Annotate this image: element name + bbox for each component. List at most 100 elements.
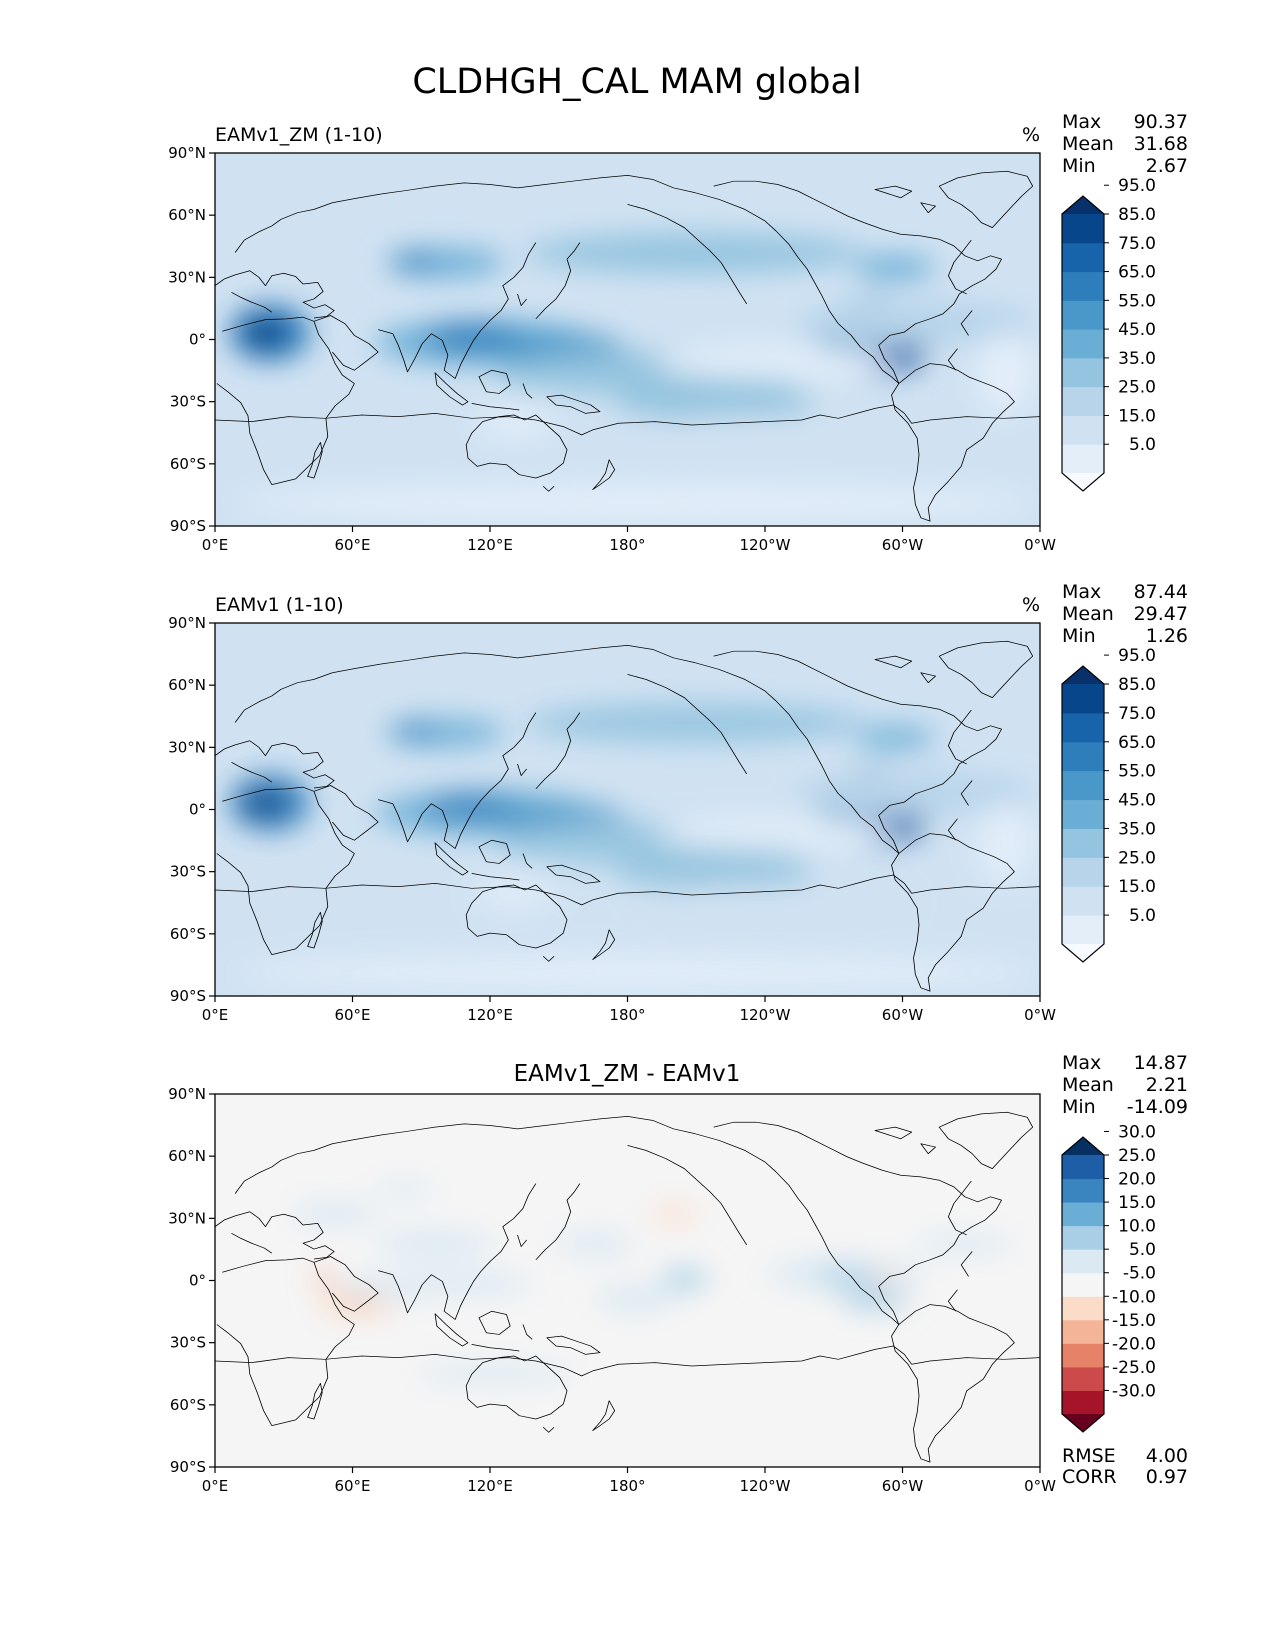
panel-1-colorbar-swatch (1062, 415, 1104, 445)
panel-2-y-tick-label: 30°N (168, 738, 206, 756)
panel-1-x-tick-label: 60°E (334, 536, 370, 554)
panel-3-stat-value: -14.09 (1127, 1096, 1188, 1118)
panel-3-title: EAMv1_ZM - EAMv1 (514, 1061, 741, 1087)
panel-2-colorbar-label: 75.0 (1118, 704, 1156, 724)
panel-2-stat-label: Min (1062, 625, 1096, 647)
panel-3-y-tick-label: 60°N (168, 1147, 206, 1165)
panel-1-x-tick-label: 60°W (882, 536, 924, 554)
panel-3-metrics: RMSE 4.00 CORR 0.97 (1062, 1445, 1188, 1488)
panel-2: EAMv1 (1-10) % 0°E 60°E 120°E 180° 120°W 60°W… (168, 581, 1188, 1024)
panel-3-stat-value: 14.87 (1134, 1052, 1188, 1074)
panel-2-stat-value: 87.44 (1134, 581, 1188, 603)
panel-3-colorbar-label: 30.0 (1118, 1122, 1156, 1142)
panel-3-y-tick-label: 90°N (168, 1085, 206, 1103)
panel-1-x-tick-label: 180° (609, 536, 645, 554)
panel-1-y-tick-label: 30°S (170, 393, 206, 411)
panel-1-colorbar-label: 95.0 (1118, 176, 1156, 196)
panel-1-colorbar: 5.0 15.0 25.0 35.0 45.0 55.0 65.0 75.0 85.0 95.0 (1061, 176, 1156, 492)
panel-3-colorbar-label: 15.0 (1118, 1193, 1156, 1213)
panel-3-colorbar-label: 25.0 (1118, 1146, 1156, 1166)
panel-1-y-tick-label: 60°N (168, 206, 206, 224)
panel-2-colorbar-swatch (1062, 770, 1104, 801)
panel-3-colorbar-max-extend (1062, 1137, 1104, 1155)
panel-3: EAMv1_ZM - EAMv1 0°E 60°E 120°E 180° 120°W 60… (168, 1052, 1188, 1495)
panel-2-colorbar-label: 25.0 (1118, 848, 1156, 868)
panel-2-y-axis: 90°N 60°N 30°N 0° 30°S 60°S 90°S (168, 614, 215, 1005)
panel-2-colorbar-swatch (1062, 857, 1104, 887)
panel-1-colorbar-label: 15.0 (1118, 406, 1156, 426)
panel-1-colorbar-outline (1061, 195, 1105, 492)
panel-1-x-tick-label: 0°E (202, 536, 229, 554)
panel-2-colorbar-max-extend (1062, 666, 1104, 684)
panel-3-metric-label: CORR (1062, 1466, 1117, 1488)
panel-3-x-tick-label: 180° (609, 1477, 645, 1495)
panel-3-colorbar-label: -10.0 (1112, 1287, 1156, 1307)
panel-2-colorbar-label: 35.0 (1118, 819, 1156, 839)
panel-3-map-area (215, 1094, 1040, 1467)
panel-3-stat-label: Min (1062, 1096, 1096, 1118)
panel-2-colorbar-swatch (1062, 741, 1104, 772)
panel-2-colorbar-label: 65.0 (1118, 733, 1156, 753)
panel-1-x-axis: 0°E 60°E 120°E 180° 120°W 60°W 0°W (202, 526, 1056, 554)
panel-2-x-tick-label: 120°W (740, 1006, 791, 1024)
panel-3-metric-label: RMSE (1062, 1445, 1116, 1467)
panel-1-colorbar-swatch (1062, 271, 1104, 301)
panel-2-x-tick-label: 120°E (467, 1006, 513, 1024)
panel-2-x-tick-label: 180° (609, 1006, 645, 1024)
panel-3-colorbar-label: -15.0 (1112, 1311, 1156, 1331)
panel-1-colorbar-max-extend (1062, 196, 1104, 214)
panel-1-units: % (1022, 124, 1040, 146)
panel-1-stats: Max 90.37 Mean 31.68 Min 2.67 (1062, 111, 1188, 177)
panel-1-colorbar-label: 85.0 (1118, 205, 1156, 225)
panel-3-stat-value: 2.21 (1146, 1074, 1188, 1096)
panel-1-y-tick-label: 60°S (170, 455, 206, 473)
panel-3-x-axis: 0°E 60°E 120°E 180° 120°W 60°W 0°W (202, 1467, 1056, 1495)
panel-1-colorbar-min-extend (1062, 473, 1104, 491)
panel-1-y-tick-label: 30°N (168, 268, 206, 286)
panel-1-colorbar-label: 55.0 (1118, 291, 1156, 311)
panel-3-stats: Max 14.87 Mean 2.21 Min -14.09 (1062, 1052, 1188, 1118)
panel-1-colorbar-swatch (1062, 329, 1104, 359)
panel-2-y-tick-label: 0° (189, 801, 206, 819)
panel-2-colorbar-label: 85.0 (1118, 675, 1156, 695)
panel-2-colorbar-swatch (1062, 828, 1104, 858)
panel-3-colorbar-swatch (1062, 1249, 1104, 1274)
panel-2-stats: Max 87.44 Mean 29.47 Min 1.26 (1062, 581, 1188, 647)
panel-3-colorbar-swatch (1062, 1296, 1104, 1321)
panel-2-x-tick-label: 0°E (202, 1006, 229, 1024)
panel-2-stat-value: 1.26 (1146, 625, 1188, 647)
panel-3-colorbar-min-extend (1062, 1414, 1104, 1432)
panel-2-colorbar-label: 15.0 (1118, 877, 1156, 897)
panel-3-colorbar-outline (1061, 1136, 1105, 1433)
panel-3-colorbar-swatch (1062, 1178, 1104, 1203)
panel-2-y-tick-label: 90°S (170, 987, 206, 1005)
panel-1-colorbar-swatch (1062, 300, 1104, 330)
panel-1-stat-label: Min (1062, 155, 1096, 177)
panel-2-colorbar-label: 5.0 (1129, 906, 1156, 926)
panel-1-colorbar-label: 65.0 (1118, 263, 1156, 283)
panel-2-title: EAMv1 (1-10) (215, 594, 344, 616)
panel-1-title: EAMv1_ZM (1-10) (215, 124, 383, 146)
panel-1-y-axis: 90°N 60°N 30°N 0° 30°S 60°S 90°S (168, 144, 215, 535)
panel-1-stat-value: 2.67 (1146, 155, 1188, 177)
panel-2-x-axis: 0°E 60°E 120°E 180° 120°W 60°W 0°W (202, 996, 1056, 1024)
panel-3-colorbar-swatch (1062, 1366, 1104, 1391)
panel-2-stat-value: 29.47 (1134, 603, 1188, 625)
figure-title: CLDHGH_CAL MAM global (412, 62, 861, 102)
panel-3-y-tick-label: 90°S (170, 1458, 206, 1476)
panel-2-colorbar-min-extend (1062, 944, 1104, 962)
panel-3-colorbar-label: -5.0 (1123, 1264, 1156, 1284)
panel-1-stat-label: Max (1062, 111, 1101, 133)
panel-1: EAMv1_ZM (1-10) % 0°E 60°E 120°E 180° 120°W 6… (168, 111, 1188, 554)
panel-1-stat-label: Mean (1062, 133, 1114, 155)
panel-3-colorbar-swatch (1062, 1202, 1104, 1227)
panel-2-map-area (215, 623, 1040, 996)
panel-1-colorbar-swatch (1062, 214, 1104, 244)
panel-3-x-tick-label: 60°E (334, 1477, 370, 1495)
panel-1-colorbar-label: 75.0 (1118, 234, 1156, 254)
panel-3-colorbar-label: 5.0 (1129, 1240, 1156, 1260)
panel-3-colorbar-swatch (1062, 1343, 1104, 1368)
panel-1-stat-value: 90.37 (1134, 111, 1188, 133)
panel-1-x-tick-label: 120°W (740, 536, 791, 554)
panel-3-x-tick-label: 120°W (740, 1477, 791, 1495)
